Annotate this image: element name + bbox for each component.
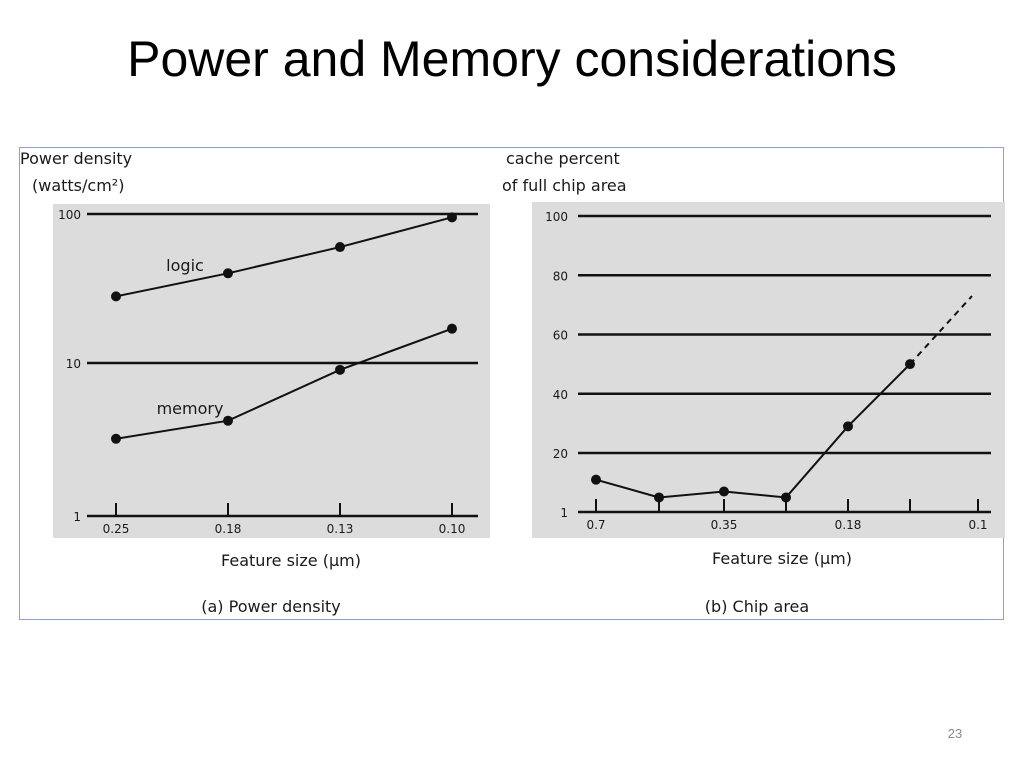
data-point xyxy=(654,492,664,503)
series-line-logic xyxy=(115,216,453,298)
y-axis-label: Power density xyxy=(20,149,132,168)
projection-dashed-line xyxy=(909,295,973,365)
x-tick-label: 0.1 xyxy=(968,518,987,532)
data-point xyxy=(719,486,729,497)
slide-title: Power and Memory considerations xyxy=(127,31,897,87)
y-tick-label: 20 xyxy=(553,447,568,461)
y-tick-label: 60 xyxy=(553,329,568,343)
x-tick-label: 0.18 xyxy=(215,522,242,536)
data-point-logic xyxy=(223,268,233,279)
chart-caption: (a) Power density xyxy=(201,597,341,616)
y-axis-label: (watts/cm²) xyxy=(32,176,124,195)
data-point-logic xyxy=(335,242,345,253)
power-density-chart: 1 10 100 0.25 0.18 0.13 0.10 Power density (watt… xyxy=(20,149,490,616)
figure-svg: 1 10 100 0.25 0.18 0.13 0.10 Power density (watt… xyxy=(20,149,1005,616)
x-tick-label: 0.13 xyxy=(327,522,354,536)
x-axis-label: Feature size (µm) xyxy=(712,549,852,568)
series-label-memory: memory xyxy=(157,399,224,418)
y-tick-label: 40 xyxy=(553,388,568,402)
series-line-memory xyxy=(115,327,453,440)
plot-panel xyxy=(532,202,1005,538)
y-tick-label: 100 xyxy=(545,210,568,224)
data-point-memory xyxy=(335,364,345,375)
x-tick-label: 0.7 xyxy=(586,518,605,532)
data-point xyxy=(843,421,853,432)
data-point-memory xyxy=(447,323,457,334)
series-label-logic: logic xyxy=(166,256,204,275)
y-tick-label: 1 xyxy=(73,510,81,524)
chip-area-chart: 1 20 40 60 80 100 0.7 0.35 0.18 0.1 cache percent o… xyxy=(502,149,1005,616)
plot-panel xyxy=(53,204,490,538)
data-point-memory xyxy=(111,433,121,444)
chart-caption: (b) Chip area xyxy=(705,597,809,616)
x-tick-label: 0.18 xyxy=(835,518,862,532)
y-tick-label: 100 xyxy=(58,208,81,222)
data-point-logic xyxy=(111,291,121,302)
x-tick-label: 0.25 xyxy=(103,522,130,536)
slide-number: 23 xyxy=(947,726,963,741)
data-point-logic xyxy=(447,212,457,223)
x-tick-label: 0.35 xyxy=(711,518,738,532)
y-axis-label: cache percent xyxy=(506,149,620,168)
data-point xyxy=(591,474,601,485)
data-point xyxy=(781,492,791,503)
y-axis-label: of full chip area xyxy=(502,176,627,195)
data-point-memory xyxy=(223,415,233,426)
figure-frame: 1 10 100 0.25 0.18 0.13 0.10 Power density (watt… xyxy=(19,147,1005,620)
series-line xyxy=(595,363,911,499)
y-tick-label: 1 xyxy=(560,506,568,520)
x-tick-label: 0.10 xyxy=(439,522,466,536)
y-tick-label: 10 xyxy=(66,357,81,371)
y-tick-label: 80 xyxy=(553,269,568,283)
x-axis-label: Feature size (µm) xyxy=(221,551,361,570)
